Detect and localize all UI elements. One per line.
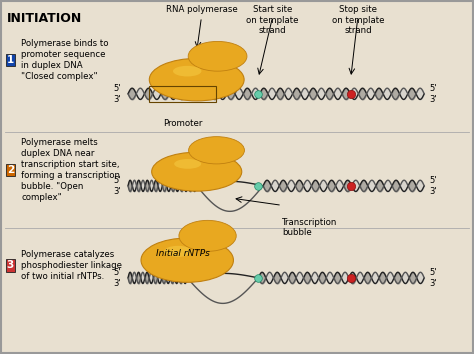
Text: Stop site
on template
strand: Stop site on template strand [332, 5, 384, 35]
Text: 5': 5' [429, 268, 437, 277]
Text: 3': 3' [113, 279, 121, 288]
Text: Transcription
bubble: Transcription bubble [282, 218, 337, 237]
Ellipse shape [189, 137, 245, 164]
Text: Polymerase melts
duplex DNA near
transcription start site,
forming a transcripti: Polymerase melts duplex DNA near transcr… [21, 138, 120, 202]
Ellipse shape [179, 220, 236, 251]
Text: 1: 1 [7, 55, 14, 65]
Text: 5': 5' [429, 176, 437, 185]
Text: 3': 3' [113, 187, 121, 196]
Text: RNA polymerase: RNA polymerase [165, 5, 237, 14]
Text: 5': 5' [113, 268, 121, 277]
Text: INITIATION: INITIATION [7, 12, 82, 25]
Ellipse shape [174, 159, 201, 169]
Text: 5': 5' [113, 176, 121, 185]
Ellipse shape [188, 41, 247, 71]
Text: Start site
on template
strand: Start site on template strand [246, 5, 299, 35]
Text: 2: 2 [7, 165, 14, 175]
Ellipse shape [173, 66, 201, 76]
Text: Initial rNTPs: Initial rNTPs [155, 249, 210, 258]
Ellipse shape [164, 246, 192, 257]
Text: Polymerase binds to
promoter sequence
in duplex DNA
"Closed complex": Polymerase binds to promoter sequence in… [21, 39, 109, 81]
Text: 5': 5' [113, 84, 121, 93]
Text: Polymerase catalyzes
phosphodiester linkage
of two initial rNTPs.: Polymerase catalyzes phosphodiester link… [21, 250, 122, 281]
Text: 3': 3' [113, 95, 121, 104]
Ellipse shape [149, 58, 244, 101]
Text: 3': 3' [429, 95, 437, 104]
Ellipse shape [141, 238, 233, 282]
Ellipse shape [152, 152, 242, 191]
Text: 3': 3' [429, 279, 437, 288]
Text: 3: 3 [7, 261, 14, 270]
Text: Promoter: Promoter [163, 119, 202, 127]
Bar [149, 86, 216, 102]
Text: 3': 3' [429, 187, 437, 196]
Text: 5': 5' [429, 84, 437, 93]
